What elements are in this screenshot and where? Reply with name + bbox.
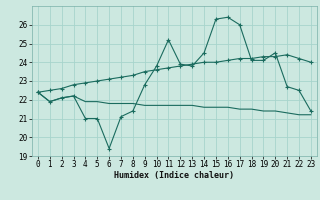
X-axis label: Humidex (Indice chaleur): Humidex (Indice chaleur) [115, 171, 234, 180]
